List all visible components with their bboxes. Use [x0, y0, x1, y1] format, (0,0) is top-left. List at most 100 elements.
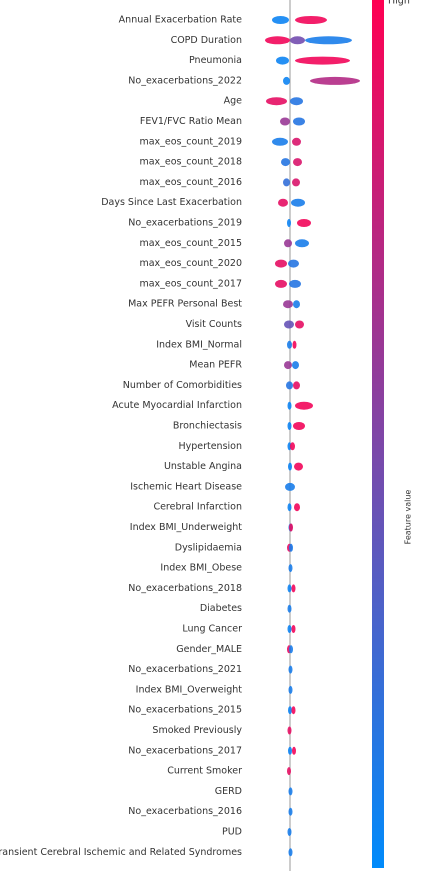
- swarm: [288, 259, 299, 268]
- feature-label: Cerebral Infarction: [153, 502, 242, 513]
- feature-label: GERD: [215, 786, 242, 797]
- feature-label: Transient Cerebral Ischemic and Related …: [0, 847, 242, 858]
- feature-label: Diabetes: [200, 603, 242, 614]
- swarm: [305, 36, 352, 45]
- feature-label: max_eos_count_2019: [139, 136, 242, 147]
- feature-label: max_eos_count_2018: [139, 157, 242, 168]
- feature-label: FEV1/FVC Ratio Mean: [140, 116, 242, 127]
- feature-label: No_exacerbations_2021: [128, 664, 242, 675]
- swarm: [291, 706, 296, 715]
- swarm: [291, 625, 296, 633]
- swarm: [287, 340, 292, 349]
- swarm: [275, 279, 287, 288]
- feature-label: Days Since Last Exacerbation: [101, 197, 242, 208]
- swarm: [289, 543, 293, 552]
- swarm: [287, 726, 292, 735]
- feature-label: Smoked Previously: [152, 725, 242, 736]
- swarm: [295, 401, 313, 410]
- swarm: [292, 137, 301, 146]
- feature-label: No_exacerbations_2022: [128, 75, 242, 86]
- feature-label: Max PEFR Personal Best: [128, 299, 242, 310]
- swarm: [278, 198, 288, 207]
- swarm: [275, 259, 287, 268]
- feature-label: No_exacerbations_2017: [128, 745, 242, 756]
- feature-label: No_exacerbations_2015: [128, 705, 242, 716]
- swarm: [294, 503, 300, 512]
- feature-label: Number of Comorbidities: [123, 380, 242, 391]
- feature-label: Hypertension: [178, 441, 242, 452]
- feature-label: Mean PEFR: [189, 360, 242, 371]
- swarm: [265, 36, 290, 45]
- feature-label: Index BMI_Obese: [160, 563, 242, 574]
- feature-label: Gender_MALE: [176, 644, 242, 655]
- swarm: [289, 523, 293, 532]
- feature-label: No_exacerbations_2019: [128, 218, 242, 229]
- swarm: [288, 665, 293, 674]
- colorbar-label: Feature value: [404, 490, 413, 545]
- swarm: [295, 239, 309, 248]
- feature-label: Annual Exacerbation Rate: [119, 15, 242, 26]
- swarm: [284, 239, 292, 248]
- feature-label: max_eos_count_2015: [139, 238, 242, 249]
- feature-label: Index BMI_Overweight: [136, 684, 243, 695]
- swarm: [293, 117, 305, 126]
- feature-label: Ischemic Heart Disease: [130, 481, 242, 492]
- feature-label: PUD: [222, 827, 242, 838]
- swarm: [288, 848, 293, 857]
- feature-label: COPD Duration: [171, 35, 242, 46]
- swarm: [287, 828, 292, 836]
- swarm: [287, 584, 292, 593]
- swarm: [289, 645, 293, 654]
- swarm: [291, 198, 305, 207]
- swarm: [294, 462, 303, 471]
- feature-label: Dyslipidaemia: [175, 542, 242, 553]
- swarm: [276, 56, 289, 65]
- swarm: [288, 807, 293, 816]
- feature-label: Index BMI_Normal: [156, 339, 242, 350]
- feature-label: Unstable Angina: [164, 461, 242, 472]
- swarm: [295, 56, 350, 65]
- swarm: [293, 422, 305, 430]
- swarm: [283, 178, 290, 187]
- swarm: [290, 36, 305, 45]
- swarm: [286, 381, 293, 390]
- swarm: [297, 219, 311, 227]
- swarm: [287, 401, 292, 410]
- swarm: [280, 117, 290, 126]
- swarm: [287, 503, 292, 512]
- swarm: [290, 442, 295, 451]
- swarm: [289, 279, 301, 288]
- swarm: [293, 158, 302, 167]
- swarm: [288, 746, 292, 755]
- swarm: [272, 137, 288, 146]
- swarm: [310, 76, 360, 85]
- swarm: [288, 685, 293, 694]
- swarm: [287, 422, 292, 430]
- feature-label: Pneumonia: [189, 55, 242, 66]
- swarm: [291, 584, 296, 593]
- swarm: [284, 361, 292, 370]
- swarm: [281, 158, 290, 167]
- feature-label: max_eos_count_2017: [139, 278, 242, 289]
- colorbar-high: High: [388, 0, 410, 7]
- swarm: [285, 482, 295, 491]
- feature-label: Age: [224, 96, 243, 107]
- feature-label: Lung Cancer: [182, 624, 242, 635]
- swarm: [287, 625, 292, 633]
- swarm: [288, 564, 293, 573]
- feature-label: No_exacerbations_2016: [128, 806, 242, 817]
- swarm: [283, 300, 293, 309]
- colorbar: [372, 0, 384, 868]
- swarm: [292, 361, 299, 370]
- swarm: [287, 604, 292, 613]
- swarm: [293, 300, 300, 309]
- swarm: [266, 97, 287, 106]
- swarm: [288, 706, 292, 715]
- swarm: [293, 381, 300, 390]
- swarm: [295, 16, 327, 24]
- feature-label: No_exacerbations_2018: [128, 583, 242, 594]
- swarm: [288, 787, 293, 796]
- swarm: [284, 320, 294, 329]
- swarm: [287, 219, 291, 227]
